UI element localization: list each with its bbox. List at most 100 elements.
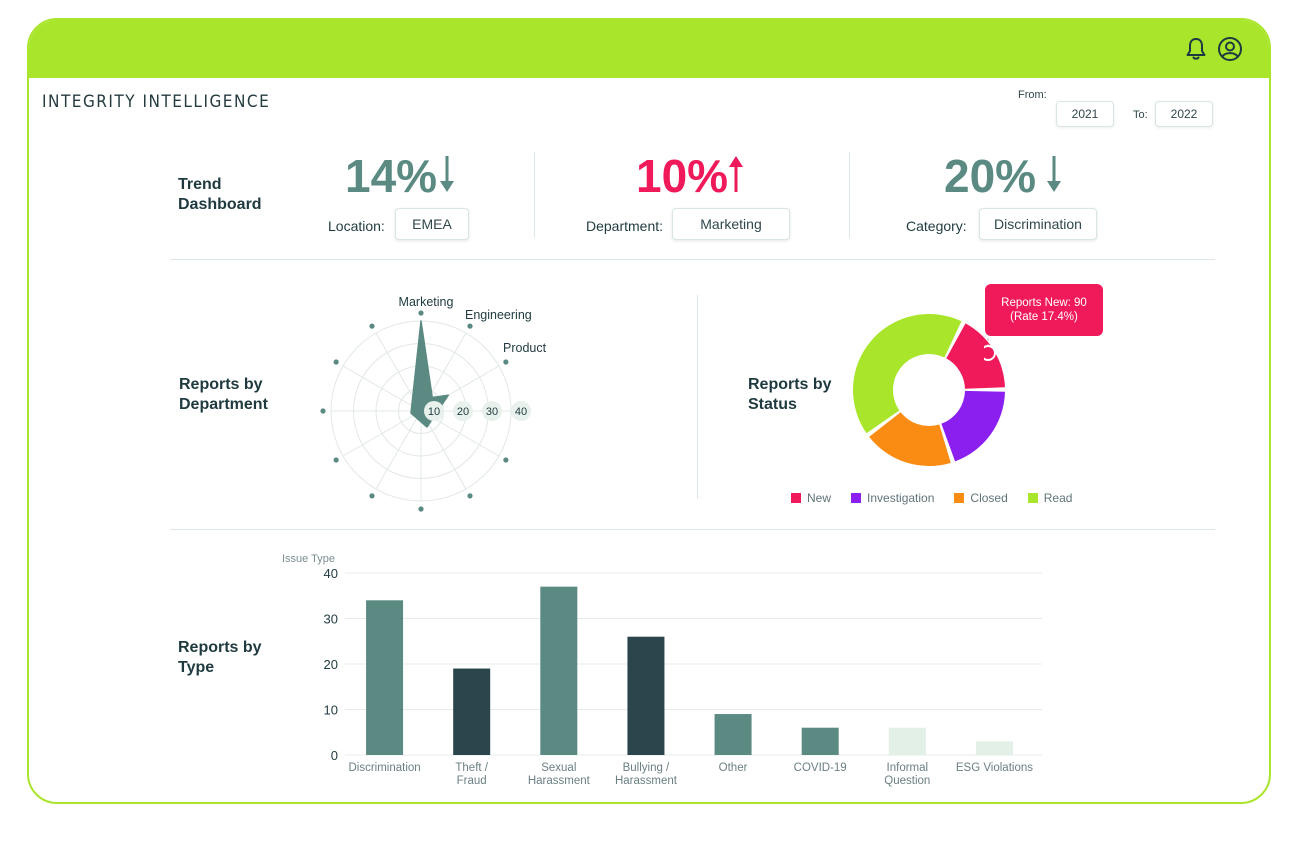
from-year-select[interactable]: 2021 <box>1056 101 1114 127</box>
radar-axis-dot <box>418 506 424 512</box>
x-tick-label: Sexual <box>541 762 576 774</box>
radar-axis-label-engineering: Engineering <box>465 308 532 322</box>
radar-grid-spoke <box>342 410 422 457</box>
radar-ring-label: 30 <box>486 406 498 418</box>
brand-title: INTEGRITY INTELLIGENCE <box>42 92 271 112</box>
legend-label: Closed <box>970 491 1008 505</box>
kpi-category-label: Category: <box>906 218 967 234</box>
radar-ring-label: 10 <box>428 406 440 418</box>
y-tick-label: 10 <box>324 703 338 718</box>
x-tick-label: Discrimination <box>348 762 420 774</box>
kpi-department-value: 10% <box>636 150 729 202</box>
to-year-select[interactable]: 2022 <box>1155 101 1213 127</box>
reports-by-type-title: Reports by Type <box>178 639 262 676</box>
section-divider <box>170 529 1215 530</box>
radar-axis-dot <box>333 457 339 463</box>
radar-grid-spoke <box>375 410 422 490</box>
legend-item-investigation[interactable]: Investigation <box>851 491 934 505</box>
divider <box>697 295 698 499</box>
radar-chart: 10 20 30 40 Marketing Engineering Product <box>320 295 547 512</box>
legend-label: Investigation <box>867 491 935 505</box>
bar[interactable] <box>888 727 926 755</box>
legend-item-closed[interactable]: Closed <box>954 491 1008 505</box>
radar-axis-dot <box>503 457 509 463</box>
x-tick-label: Theft / <box>455 762 488 774</box>
location-select[interactable]: EMEA <box>395 208 469 240</box>
trend-dashboard-title: Trend Dashboard <box>178 176 262 213</box>
donut-chart <box>853 314 1005 466</box>
donut-slice-new[interactable] <box>946 323 1005 389</box>
section-divider <box>170 259 1215 260</box>
bar[interactable] <box>801 727 839 755</box>
to-label: To: <box>1133 109 1148 121</box>
top-bar <box>29 20 1269 78</box>
radar-ring-label-bg <box>424 401 444 421</box>
tooltip-line1: Reports New: 90 <box>1001 297 1087 309</box>
x-tick-label: Other <box>719 762 748 774</box>
bar[interactable] <box>540 586 578 755</box>
bell-icon[interactable] <box>1183 36 1209 62</box>
kpi-category-value: 20% <box>944 150 1037 202</box>
y-tick-label: 20 <box>324 657 338 672</box>
status-legend: New Investigation Closed Read <box>791 491 1092 505</box>
donut-slice-investigation[interactable] <box>941 390 1005 462</box>
x-tick-label: Harassment <box>528 775 591 787</box>
from-label: From: <box>1018 89 1047 101</box>
legend-item-new[interactable]: New <box>791 491 831 505</box>
radar-axis-dot <box>467 493 473 499</box>
legend-swatch <box>954 493 965 503</box>
radar-axis-dot <box>320 408 326 414</box>
radar-axis-dot <box>503 359 509 365</box>
radar-ring-label-bg <box>453 401 473 421</box>
kpi-department-label: Department: <box>586 218 664 234</box>
radar-axis-dot <box>467 323 473 329</box>
bar[interactable] <box>366 600 404 755</box>
legend-label: New <box>807 491 832 505</box>
legend-swatch <box>1027 493 1038 503</box>
divider <box>534 152 535 238</box>
bar-chart-ylabel: Issue Type <box>282 553 335 565</box>
legend-item-read[interactable]: Read <box>1027 491 1073 505</box>
x-tick-label: Harassment <box>615 775 678 787</box>
arrow-down-icon <box>1047 156 1061 192</box>
radar-axis-dot <box>369 323 375 329</box>
x-tick-label: Informal <box>887 762 929 774</box>
bar[interactable] <box>714 714 752 755</box>
y-tick-label: 40 <box>324 566 338 581</box>
reports-by-status-title: Reports by Status <box>748 376 832 413</box>
radar-ring-label-bg <box>482 401 502 421</box>
legend-swatch <box>851 493 862 503</box>
bar[interactable] <box>627 636 665 755</box>
arrow-up-icon <box>729 156 743 192</box>
bar[interactable] <box>453 668 491 755</box>
radar-ring-label: 40 <box>515 406 527 418</box>
radar-ring-label-bg <box>511 401 531 421</box>
radar-axis-label-product: Product <box>503 341 547 355</box>
user-circle-icon[interactable] <box>1217 36 1243 62</box>
legend-swatch <box>791 493 801 503</box>
x-tick-label: ESG Violations <box>956 762 1033 774</box>
status-tooltip: Reports New: 90 (Rate 17.4%) <box>985 284 1103 336</box>
donut-slice-read[interactable] <box>853 314 962 434</box>
radar-axis-dot <box>418 310 424 316</box>
x-tick-label: Question <box>884 775 930 787</box>
arrow-down-icon <box>440 156 454 192</box>
legend-label: Read <box>1043 491 1073 505</box>
donut-slice-closed[interactable] <box>869 412 951 466</box>
y-tick-label: 0 <box>331 748 338 763</box>
category-select[interactable]: Discrimination <box>979 208 1097 240</box>
y-tick-label: 30 <box>324 612 338 627</box>
radar-grid-spoke <box>342 365 422 412</box>
kpi-location-value: 14% <box>345 150 438 202</box>
radar-series-shape <box>410 320 450 428</box>
bar[interactable] <box>975 741 1013 755</box>
reports-by-department-title: Reports by Department <box>179 376 268 413</box>
x-tick-label: Bullying / <box>623 762 670 774</box>
tooltip-line2: (Rate 17.4%) <box>1010 311 1078 323</box>
bar-chart: Issue Type 0 10 20 30 40 Discrimination Theft… <box>282 553 1042 787</box>
radar-axis-dot <box>333 359 339 365</box>
radar-axis-label-marketing: Marketing <box>399 295 454 309</box>
radar-ring-label: 20 <box>457 406 469 418</box>
department-select[interactable]: Marketing <box>672 208 790 240</box>
kpi-location-label: Location: <box>328 218 385 234</box>
